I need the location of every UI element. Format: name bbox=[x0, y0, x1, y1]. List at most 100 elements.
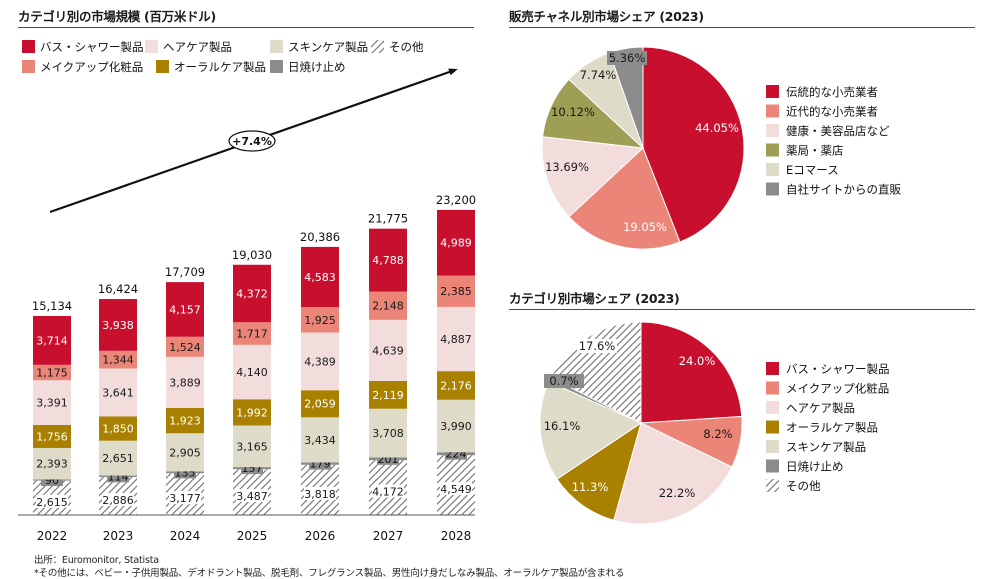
bar-label-oral-2023: 1,850 bbox=[102, 423, 134, 436]
pie-label-hair: 22.2% bbox=[659, 486, 696, 500]
pie-slice-other bbox=[550, 321, 642, 424]
pie-legend-swatch-oral bbox=[766, 420, 779, 434]
pie-legend-swatch-bath bbox=[766, 362, 779, 375]
bar-segment-oral-2028 bbox=[437, 371, 475, 400]
pie-legend-swatch-drugstore bbox=[766, 143, 779, 157]
pie-slice-oral bbox=[556, 421, 642, 521]
bar-segment-makeup-2024 bbox=[166, 336, 204, 357]
bar-segment-hair-2028 bbox=[437, 306, 475, 372]
bar-segment-skin-2027 bbox=[369, 408, 407, 458]
bar-label-skin-2022: 2,393 bbox=[36, 458, 68, 471]
bar-label-skin-2027: 3,708 bbox=[372, 427, 404, 440]
pie-slice-retail_old bbox=[642, 46, 745, 243]
x-tick-2028: 2028 bbox=[441, 529, 472, 543]
bar-segment-bath-2023 bbox=[99, 299, 137, 351]
bar-label-other-2025: 3,487 bbox=[236, 490, 268, 503]
bar-segment-oral-2025 bbox=[233, 399, 271, 426]
bar-label-skin-2028: 3,990 bbox=[440, 420, 472, 433]
legend-swatch-skin bbox=[270, 40, 283, 53]
bar-label-hair-2022: 3,391 bbox=[36, 397, 68, 410]
bar-label-bg-other-2027 bbox=[372, 484, 404, 498]
bar-segment-makeup-2027 bbox=[369, 291, 407, 320]
bar-label-makeup-2023: 1,344 bbox=[102, 354, 134, 367]
bar-label-hair-2027: 4,639 bbox=[372, 344, 404, 357]
bar-label-bath-2024: 4,157 bbox=[169, 303, 201, 316]
bar-segment-skin-2028 bbox=[437, 399, 475, 453]
bar-segment-skin-2024 bbox=[166, 433, 204, 472]
bar-title-rule bbox=[18, 27, 474, 28]
bar-label-oral-2027: 2,119 bbox=[372, 389, 404, 402]
bar-segment-bath-2024 bbox=[166, 282, 204, 337]
bar-label-makeup-2025: 1,717 bbox=[236, 328, 268, 341]
legend-label-makeup: メイクアップ化粧品 bbox=[40, 60, 143, 74]
bar-total-2028: 23,200 bbox=[436, 193, 476, 207]
bar-label-oral-2024: 1,923 bbox=[169, 415, 201, 428]
bar-total-2024: 17,709 bbox=[165, 265, 205, 279]
bar-label-oral-2022: 1,756 bbox=[36, 430, 68, 443]
bar-segment-makeup-2025 bbox=[233, 322, 271, 345]
pie-label-bath: 24.0% bbox=[679, 354, 716, 368]
bar-total-2022: 15,134 bbox=[32, 299, 72, 313]
category-title-rule bbox=[509, 309, 975, 310]
bar-segment-oral-2024 bbox=[166, 407, 204, 434]
bar-label-bath-2025: 4,372 bbox=[236, 288, 268, 301]
pie-legend-label-skin: スキンケア製品 bbox=[786, 440, 866, 454]
pie-legend-label-makeup: メイクアップ化粧品 bbox=[786, 382, 889, 396]
bar-label-other-2026: 3,818 bbox=[304, 488, 336, 501]
pie-legend-swatch-makeup bbox=[766, 381, 779, 395]
bar-label-bg-other-2026 bbox=[304, 486, 336, 500]
bar-chart-title: カテゴリ別の市場規模 (百万米ドル) bbox=[18, 9, 216, 24]
bar-label-bg-other-2028 bbox=[440, 482, 472, 496]
legend-label-bath: バス・シャワー製品 bbox=[40, 40, 144, 54]
pie-label-retail_old: 44.05% bbox=[695, 121, 739, 135]
bar-label-oral-2025: 1,992 bbox=[236, 406, 268, 419]
bar-segment-hair-2022 bbox=[33, 380, 71, 425]
bar-label-bath-2028: 4,989 bbox=[440, 237, 472, 250]
x-tick-2027: 2027 bbox=[373, 529, 404, 543]
cagr-label: +7.4% bbox=[232, 135, 272, 148]
pie-label-sun: 0.7% bbox=[549, 374, 578, 388]
bar-segment-bath-2028 bbox=[437, 209, 475, 276]
bar-label-bg-other-2022 bbox=[36, 494, 68, 508]
bar-label-other-2024: 3,177 bbox=[169, 492, 201, 505]
bar-label-hair-2024: 3,889 bbox=[169, 376, 201, 389]
x-tick-2024: 2024 bbox=[170, 529, 201, 543]
bar-label-makeup-2027: 2,148 bbox=[372, 300, 404, 313]
bar-segment-bath-2026 bbox=[301, 246, 339, 308]
bar-label-skin-2023: 2,651 bbox=[102, 452, 134, 465]
pie-legend-label-retail_modern: 近代的な小売業者 bbox=[786, 105, 878, 119]
pie-label-oral: 11.3% bbox=[572, 480, 609, 494]
legend-label-hair: ヘアケア製品 bbox=[163, 40, 232, 54]
pie-legend-label-d2c: 自社サイトからの直販 bbox=[786, 183, 901, 197]
bar-segment-oral-2023 bbox=[99, 416, 137, 441]
pie-label-other: 17.6% bbox=[579, 339, 616, 353]
bar-label-hair-2023: 3,641 bbox=[102, 386, 134, 399]
pie-legend-label-health_store: 健康・美容品店など bbox=[786, 124, 890, 138]
legend-label-oral: オーラルケア製品 bbox=[174, 60, 266, 74]
x-tick-2025: 2025 bbox=[237, 529, 268, 543]
bar-segment-skin-2023 bbox=[99, 440, 137, 476]
bar-label-hair-2025: 4,140 bbox=[236, 366, 268, 379]
bar-segment-makeup-2022 bbox=[33, 364, 71, 381]
bar-label-skin-2026: 3,434 bbox=[304, 434, 336, 447]
legend-label-skin: スキンケア製品 bbox=[288, 40, 368, 54]
pie-label-d2c: 5.36% bbox=[609, 51, 646, 65]
pie-label-health_store: 13.69% bbox=[545, 160, 589, 174]
x-tick-2026: 2026 bbox=[305, 529, 336, 543]
channel-pie-chart: 44.05% 19.05% 13.69% 10.12% 7.74% 5.36% 伝統的な小売… bbox=[541, 46, 901, 250]
channel-title-rule bbox=[509, 27, 975, 28]
pie-label-skin: 16.1% bbox=[544, 419, 581, 433]
bar-label-hair-2028: 4,887 bbox=[440, 333, 472, 346]
footnote: *その他には、ベビー・子供用製品、デオドラント製品、脱毛剤、フレグランス製品、男… bbox=[34, 568, 625, 579]
legend-swatch-oral bbox=[156, 60, 169, 73]
pie-label-ecommerce: 7.74% bbox=[580, 68, 617, 82]
bar-segment-hair-2023 bbox=[99, 368, 137, 417]
bar-segment-makeup-2023 bbox=[99, 350, 137, 369]
bar-label-bath-2026: 4,583 bbox=[304, 271, 336, 284]
source-note: 出所：Euromonitor, Statista bbox=[34, 555, 159, 566]
bar-segment-hair-2025 bbox=[233, 344, 271, 400]
pie-legend-swatch-ecommerce bbox=[766, 163, 779, 176]
bar-label-bg-other-2024 bbox=[169, 491, 201, 505]
